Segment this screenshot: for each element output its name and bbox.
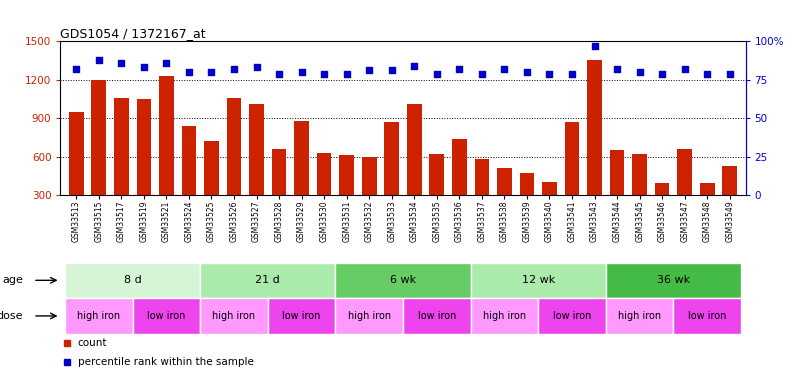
Bar xyxy=(317,153,331,233)
Bar xyxy=(588,60,602,233)
Bar xyxy=(200,262,335,298)
Text: 36 wk: 36 wk xyxy=(657,275,690,285)
Point xyxy=(700,70,713,76)
Bar xyxy=(700,183,715,233)
Text: high iron: high iron xyxy=(483,311,526,321)
Bar xyxy=(65,262,200,298)
Point xyxy=(114,60,127,66)
Text: 6 wk: 6 wk xyxy=(390,275,416,285)
Point xyxy=(205,69,218,75)
Bar xyxy=(200,298,268,334)
Point xyxy=(723,70,736,76)
Bar xyxy=(362,157,376,233)
Point xyxy=(182,69,195,75)
Text: age: age xyxy=(2,275,23,285)
Text: dose: dose xyxy=(0,311,23,321)
Point xyxy=(453,66,466,72)
Bar xyxy=(475,159,489,233)
Text: low iron: low iron xyxy=(147,311,185,321)
Point xyxy=(250,64,263,70)
Bar xyxy=(632,154,647,233)
Bar xyxy=(606,262,741,298)
Point xyxy=(408,63,421,69)
Text: high iron: high iron xyxy=(618,311,661,321)
Bar xyxy=(226,98,241,233)
Bar xyxy=(674,298,741,334)
Point xyxy=(340,70,353,76)
Point xyxy=(656,70,669,76)
Point xyxy=(295,69,308,75)
Bar xyxy=(407,104,422,233)
Point xyxy=(160,60,172,66)
Text: low iron: low iron xyxy=(282,311,321,321)
Point xyxy=(318,70,330,76)
Text: count: count xyxy=(77,338,107,348)
Point xyxy=(588,43,601,49)
Bar xyxy=(335,262,471,298)
Bar xyxy=(294,121,309,233)
Bar xyxy=(654,183,670,233)
Point xyxy=(363,68,376,74)
Bar xyxy=(722,165,737,233)
Bar xyxy=(677,149,692,233)
Point xyxy=(498,66,511,72)
Bar xyxy=(132,298,200,334)
Text: 12 wk: 12 wk xyxy=(521,275,555,285)
Bar xyxy=(520,173,534,233)
Bar xyxy=(403,298,471,334)
Text: high iron: high iron xyxy=(347,311,391,321)
Point xyxy=(543,70,556,76)
Text: 21 d: 21 d xyxy=(256,275,280,285)
Point xyxy=(272,70,285,76)
Bar xyxy=(204,141,218,233)
Bar xyxy=(91,80,106,233)
Text: percentile rank within the sample: percentile rank within the sample xyxy=(77,357,253,367)
Point xyxy=(521,69,534,75)
Text: low iron: low iron xyxy=(418,311,456,321)
Bar xyxy=(114,98,129,233)
Bar xyxy=(69,112,84,233)
Text: low iron: low iron xyxy=(553,311,592,321)
Bar xyxy=(268,298,335,334)
Point xyxy=(137,64,150,70)
Text: high iron: high iron xyxy=(213,311,256,321)
Point xyxy=(227,66,240,72)
Text: 8 d: 8 d xyxy=(123,275,141,285)
Point xyxy=(566,70,579,76)
Bar xyxy=(565,122,580,233)
Bar xyxy=(136,99,152,233)
Bar xyxy=(384,122,399,233)
Bar xyxy=(606,298,674,334)
Bar xyxy=(181,126,196,233)
Bar xyxy=(471,262,606,298)
Bar xyxy=(335,298,403,334)
Bar xyxy=(471,298,538,334)
Bar xyxy=(610,150,625,233)
Bar xyxy=(452,139,467,233)
Point xyxy=(93,57,106,63)
Text: high iron: high iron xyxy=(77,311,120,321)
Text: low iron: low iron xyxy=(688,311,726,321)
Bar xyxy=(65,298,132,334)
Point xyxy=(611,66,624,72)
Bar xyxy=(497,168,512,233)
Point xyxy=(70,66,83,72)
Text: GDS1054 / 1372167_at: GDS1054 / 1372167_at xyxy=(60,27,206,40)
Bar xyxy=(159,76,174,233)
Bar xyxy=(249,104,264,233)
Point xyxy=(634,69,646,75)
Bar xyxy=(272,149,286,233)
Bar xyxy=(430,154,444,233)
Point xyxy=(679,66,692,72)
Bar xyxy=(542,182,557,233)
Point xyxy=(385,68,398,74)
Point xyxy=(476,70,488,76)
Bar xyxy=(538,298,606,334)
Bar xyxy=(339,154,354,233)
Point xyxy=(430,70,443,76)
